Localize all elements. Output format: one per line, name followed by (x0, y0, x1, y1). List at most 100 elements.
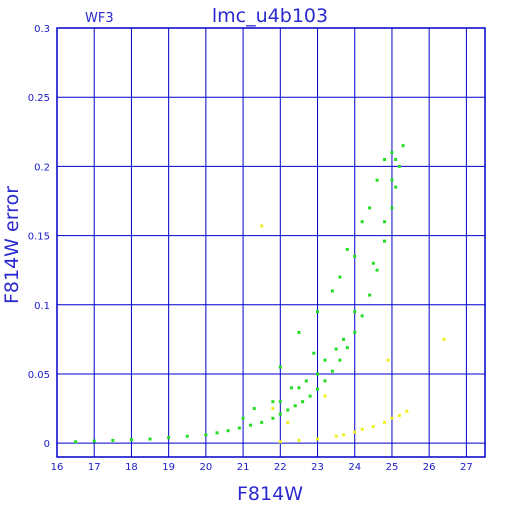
green-data-point (368, 206, 372, 210)
green-data-point (297, 330, 301, 334)
green-data-point (74, 440, 78, 444)
yellow-data-point (271, 407, 275, 411)
green-data-point (323, 379, 327, 383)
green-data-point (226, 429, 230, 433)
x-tick-label: 16 (51, 462, 64, 473)
green-data-point (304, 379, 308, 383)
green-data-point (368, 293, 372, 297)
green-data-point (394, 185, 398, 189)
yellow-data-point (390, 416, 394, 420)
green-data-point (390, 178, 394, 182)
green-data-point (271, 416, 275, 420)
yellow-data-point (442, 337, 446, 341)
green-data-point (167, 436, 171, 440)
green-data-point (390, 206, 394, 210)
chart-title: lmc_u4b103 (212, 5, 328, 27)
green-data-point (338, 275, 342, 279)
yellow-data-point (353, 430, 357, 434)
green-data-point (278, 365, 282, 369)
green-data-point (185, 434, 189, 438)
green-data-point (334, 347, 338, 351)
green-data-point (252, 407, 256, 411)
x-tick-label: 22 (274, 462, 287, 473)
green-data-point (260, 420, 264, 424)
yellow-data-point (386, 358, 390, 362)
x-tick-label: 24 (348, 462, 361, 473)
green-data-point (397, 164, 401, 168)
yellow-data-point (323, 394, 327, 398)
green-data-point (330, 289, 334, 293)
green-data-point (342, 337, 346, 341)
green-data-point (353, 330, 357, 334)
yellow-data-point (260, 224, 264, 228)
green-data-point (301, 400, 305, 404)
green-data-point (204, 433, 208, 437)
green-data-point (345, 247, 349, 251)
x-tick-label: 23 (311, 462, 324, 473)
green-data-point (330, 369, 334, 373)
green-data-point (338, 358, 342, 362)
green-data-point (316, 372, 320, 376)
green-data-point (375, 268, 379, 272)
green-data-point (148, 437, 152, 441)
x-tick-label: 21 (237, 462, 250, 473)
green-data-point (308, 394, 312, 398)
green-data-point (345, 346, 349, 350)
green-data-point (323, 358, 327, 362)
yellow-data-point (397, 413, 401, 417)
green-data-point (316, 310, 320, 314)
x-tick-label: 19 (162, 462, 175, 473)
green-data-point (371, 261, 375, 265)
x-tick-label: 26 (423, 462, 436, 473)
yellow-data-point (342, 433, 346, 437)
green-data-point (375, 178, 379, 182)
y-axis-label: F814W error (1, 186, 23, 304)
green-data-point (278, 400, 282, 404)
y-tick-label: 0.2 (34, 162, 50, 173)
green-data-point (215, 431, 219, 435)
plot-frame (56, 27, 486, 458)
yellow-data-point (334, 434, 338, 438)
green-data-point (129, 438, 133, 442)
green-data-point (293, 404, 297, 408)
grid-lines (56, 27, 485, 457)
green-data-point (401, 144, 405, 148)
y-tick-label: 0 (44, 439, 50, 450)
green-data-point (312, 351, 316, 355)
green-data-point (289, 386, 293, 390)
yellow-data-point (383, 420, 387, 424)
x-tick-label: 27 (460, 462, 473, 473)
green-data-point (383, 239, 387, 243)
yellow-data-point (316, 437, 320, 441)
green-data-point (271, 400, 275, 404)
yellow-data-point (405, 409, 409, 413)
yellow-data-point (278, 440, 282, 444)
green-data-point (353, 310, 357, 314)
tick-labels: 16 17 18 19 20 21 22 23 24 25 26 27 0 0.05 0.1 0.15 0.2 0… (28, 24, 473, 473)
x-tick-label: 25 (386, 462, 399, 473)
yellow-data-point (371, 425, 375, 429)
y-tick-label: 0.25 (28, 93, 50, 104)
y-tick-label: 0.3 (34, 24, 50, 35)
data-points (74, 144, 446, 444)
y-tick-label: 0.15 (28, 232, 50, 243)
green-data-point (297, 386, 301, 390)
green-data-point (249, 423, 253, 427)
chart-subtitle: WF3 (85, 11, 114, 26)
yellow-data-point (286, 420, 290, 424)
x-tick-label: 17 (88, 462, 101, 473)
yellow-data-point (360, 427, 364, 431)
green-data-point (278, 412, 282, 416)
green-data-point (360, 314, 364, 318)
green-data-point (383, 157, 387, 161)
yellow-data-point (297, 438, 301, 442)
green-data-point (394, 157, 398, 161)
green-data-point (316, 387, 320, 391)
green-data-point (237, 426, 241, 430)
green-data-point (286, 408, 290, 412)
green-data-point (92, 439, 96, 443)
x-tick-label: 20 (200, 462, 213, 473)
green-data-point (241, 416, 245, 420)
green-data-point (111, 438, 115, 442)
green-data-point (360, 220, 364, 224)
